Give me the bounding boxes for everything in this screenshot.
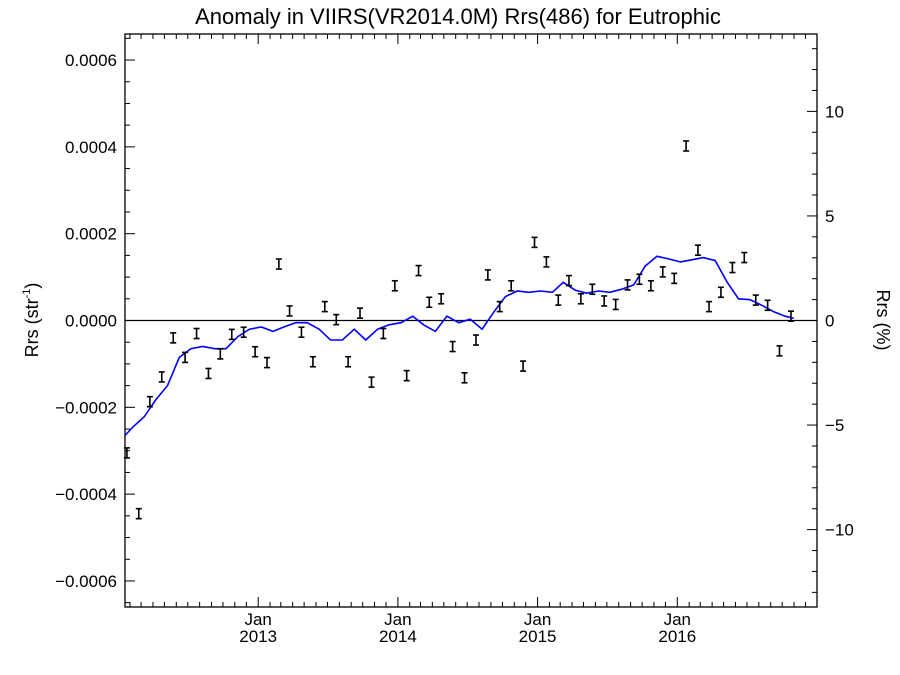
y-left-tick-label: 0.0004 bbox=[65, 138, 117, 157]
right-axis-label: Rrs (%) bbox=[873, 290, 893, 351]
errorbar-point bbox=[123, 447, 130, 459]
errorbar-point bbox=[135, 507, 142, 520]
errorbar-point bbox=[565, 274, 572, 287]
errorbar-point bbox=[520, 360, 527, 372]
errorbar-point bbox=[764, 299, 771, 312]
y-right-tick-label: 5 bbox=[825, 207, 834, 226]
errorbar-point bbox=[636, 273, 643, 286]
errorbar-point bbox=[531, 236, 538, 249]
errorbar-point bbox=[263, 356, 270, 369]
x-tick-label-year: 2013 bbox=[239, 627, 277, 646]
errorbar-point bbox=[228, 328, 235, 341]
errorbar-point bbox=[472, 334, 479, 346]
y-left-tick-label: 0.0002 bbox=[65, 225, 117, 244]
errorbar-point bbox=[217, 348, 224, 360]
errorbar-point bbox=[275, 258, 282, 270]
errorbar-point bbox=[205, 367, 212, 380]
x-tick-label-month: Jan bbox=[384, 610, 411, 629]
y-left-tick-label: 0.0006 bbox=[65, 51, 117, 70]
errorbar-point bbox=[252, 345, 259, 358]
errorbar-point bbox=[321, 300, 328, 313]
errorbar-point bbox=[146, 395, 153, 408]
errorbar-point bbox=[438, 292, 445, 305]
errorbar-point bbox=[647, 279, 654, 292]
errorbar-point bbox=[298, 326, 305, 339]
errorbar-point bbox=[345, 355, 352, 368]
errorbar-point bbox=[671, 272, 678, 285]
x-tick-label-month: Jan bbox=[244, 610, 271, 629]
errorbar-point bbox=[612, 298, 619, 311]
plot-area: −0.0006 −0.0004 −0.0002 0.0000 0.0002 0.0004 0… bbox=[55, 33, 854, 646]
smoothed-line-series bbox=[124, 255, 794, 437]
errorbar-point bbox=[729, 261, 736, 274]
y-left-tick-label: −0.0002 bbox=[55, 398, 117, 417]
y-left-tick-label: −0.0006 bbox=[55, 572, 117, 591]
errorbar-point bbox=[415, 264, 422, 277]
errorbar-point bbox=[461, 371, 468, 384]
errorbar-point bbox=[659, 266, 666, 278]
errorbar-point bbox=[357, 307, 364, 319]
errorbar-point bbox=[309, 355, 316, 368]
errorbar-point bbox=[182, 351, 189, 364]
errorbar-point bbox=[391, 279, 398, 292]
y-right-tick-label: −10 bbox=[825, 521, 854, 540]
errorbar-point bbox=[484, 269, 491, 281]
left-axis-label: Rrs (str-1) bbox=[21, 283, 42, 358]
y-left-tick-label: −0.0004 bbox=[55, 485, 117, 504]
errorbar-point bbox=[741, 251, 748, 264]
errorbar-point bbox=[403, 369, 410, 382]
y-right-tick-label: 0 bbox=[825, 312, 834, 331]
errorbar-point bbox=[158, 371, 165, 383]
y-left-tick-label: 0.0000 bbox=[65, 312, 117, 331]
errorbar-point bbox=[577, 292, 584, 305]
errorbar-point bbox=[333, 313, 340, 326]
left-axis-label-sup: -1 bbox=[21, 289, 33, 299]
errorbar-point bbox=[170, 332, 177, 344]
errorbar-point bbox=[683, 140, 690, 152]
errorbar-point bbox=[717, 286, 724, 299]
errorbar-point bbox=[601, 295, 608, 307]
x-tick-label-month: Jan bbox=[664, 610, 691, 629]
errorbar-point bbox=[240, 326, 247, 339]
y-right-tick-label: −5 bbox=[825, 416, 844, 435]
left-axis-label-tail: ) bbox=[22, 283, 42, 289]
x-tick-label-year: 2015 bbox=[519, 627, 557, 646]
errorbar-point bbox=[543, 256, 550, 268]
errorbar-point bbox=[508, 279, 515, 292]
y-right-tick-label: 10 bbox=[825, 102, 844, 121]
errorbar-point bbox=[752, 294, 759, 306]
errorbar-point bbox=[787, 310, 794, 322]
errorbar-point bbox=[426, 296, 433, 309]
chart-title: Anomaly in VIIRS(VR2014.0M) Rrs(486) for… bbox=[195, 4, 721, 29]
x-tick-label-year: 2016 bbox=[658, 627, 696, 646]
errorbar-point bbox=[449, 340, 456, 353]
errorbar-point bbox=[380, 327, 387, 340]
left-axis-label-base: Rrs (str bbox=[22, 298, 42, 357]
errorbar-point bbox=[496, 300, 503, 313]
errorbar-point bbox=[368, 376, 375, 388]
errorbar-point bbox=[776, 345, 783, 357]
errorbar-point bbox=[706, 300, 713, 313]
errorbar-point bbox=[193, 327, 200, 340]
errorbar-point bbox=[286, 305, 293, 317]
x-tick-label-month: Jan bbox=[524, 610, 551, 629]
errorbar-point bbox=[624, 279, 631, 291]
errorbar-point bbox=[589, 283, 596, 296]
errorbar-point bbox=[555, 294, 562, 306]
errorbar-point bbox=[694, 244, 701, 256]
x-tick-label-year: 2014 bbox=[379, 627, 417, 646]
